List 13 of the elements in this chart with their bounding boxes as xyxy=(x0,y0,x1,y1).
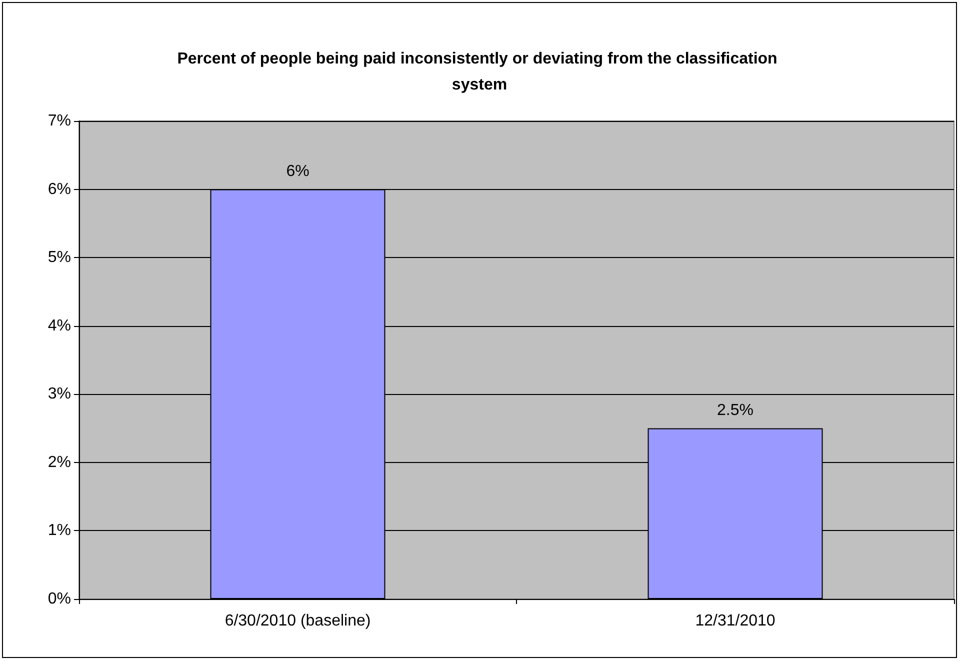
y-tick-label: 4% xyxy=(48,317,71,334)
y-tick-label: 6% xyxy=(48,180,71,198)
data-label: 6% xyxy=(286,162,310,180)
y-tick-label: 5% xyxy=(48,249,71,266)
y-tick-label: 3% xyxy=(48,386,71,403)
data-label: 2.5% xyxy=(717,402,754,419)
y-tick-label: 1% xyxy=(48,522,71,540)
y-tick-label: 0% xyxy=(48,590,71,608)
y-tick-label: 2% xyxy=(48,454,71,471)
chart-title: Percent of people being paid inconsistently or deviating from the classification system xyxy=(177,50,782,94)
y-tick-label: 7% xyxy=(48,112,71,130)
x-tick-label: 6/30/2010 (baseline) xyxy=(224,612,371,630)
x-tick-label: 12/31/2010 xyxy=(695,612,776,630)
